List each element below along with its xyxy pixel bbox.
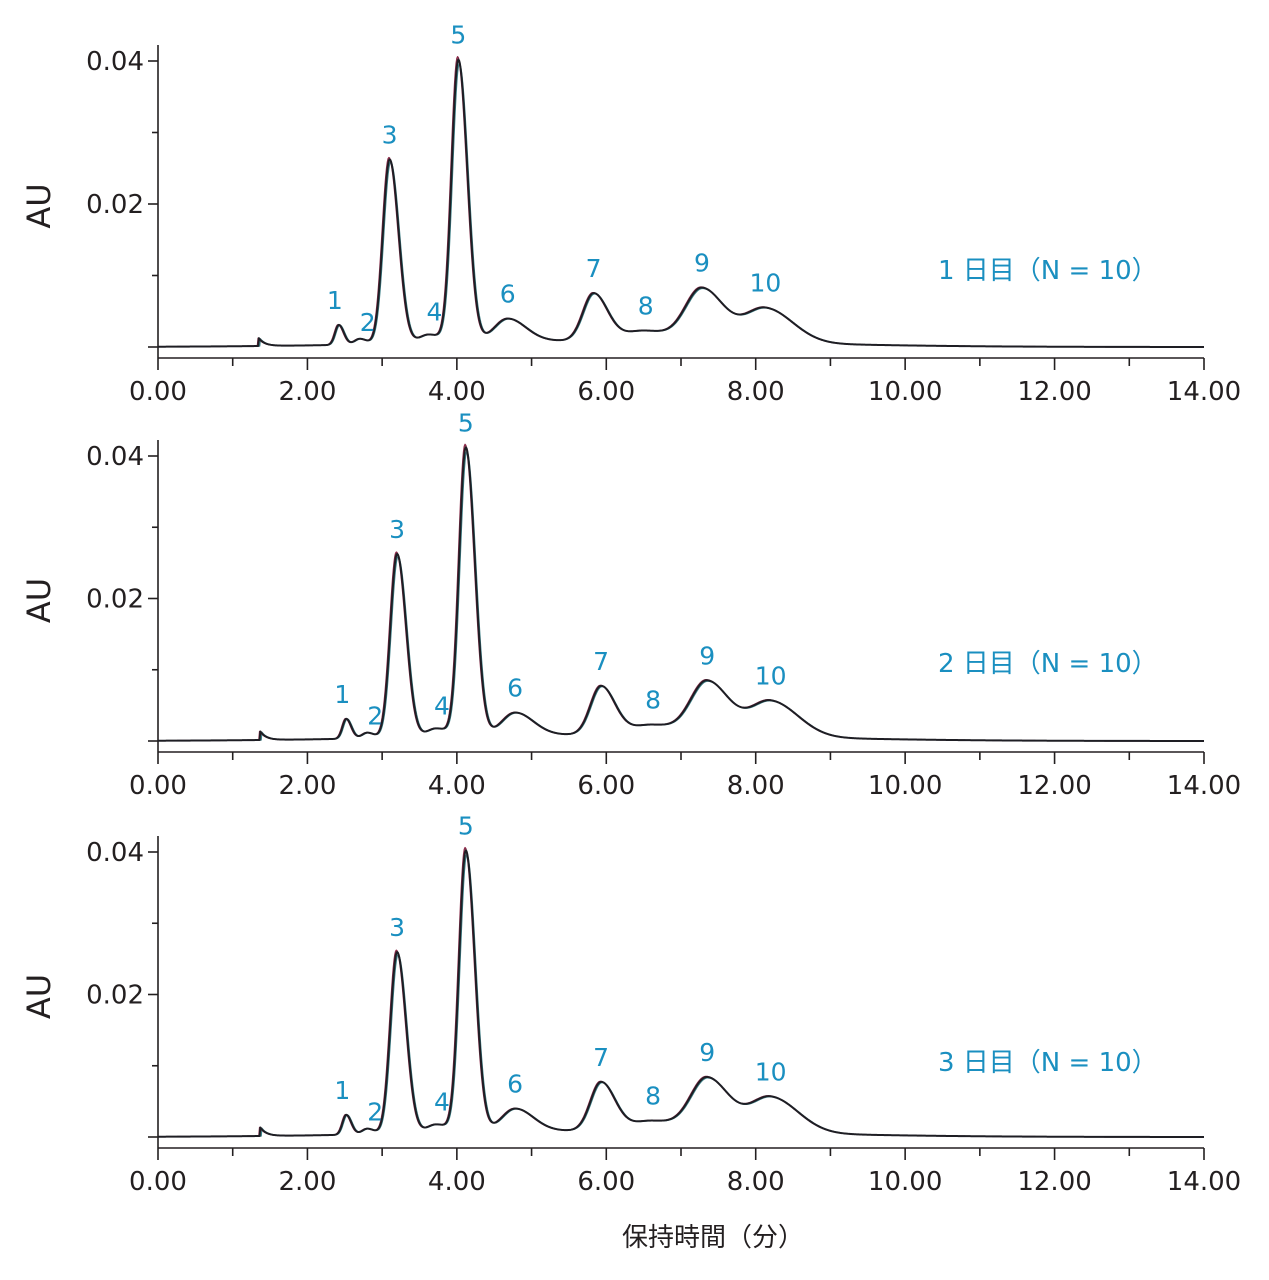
y-tick-label: 0.04 xyxy=(86,47,144,77)
chart-panel-1: 0.00 2.00 4.00 6.00 8.00 10.00 12.00 14.00 0.02 0… xyxy=(20,21,1241,407)
x-tick-label: 2.00 xyxy=(278,1167,336,1197)
chromatogram-panels: 0.00 2.00 4.00 6.00 8.00 10.00 12.00 14.000.020… xyxy=(20,21,1241,1197)
peak-label-5: 5 xyxy=(458,811,474,840)
x-tick-label: 8.00 xyxy=(727,771,785,801)
x-tick-label: 10.00 xyxy=(868,771,942,801)
trace-replicate-b xyxy=(158,853,1205,1138)
x-tick-label: 0.00 xyxy=(129,1167,187,1197)
trace-main xyxy=(157,446,1205,742)
chart-panel-3: 0.00 2.00 4.00 6.00 8.00 10.00 12.00 14.00 0.02 0… xyxy=(20,811,1241,1197)
x-tick-label: 8.00 xyxy=(727,377,785,407)
y-tick-label: 0.04 xyxy=(86,442,144,472)
peak-label-7: 7 xyxy=(593,647,609,676)
peak-label-4: 4 xyxy=(427,297,443,326)
trace-replicate-a xyxy=(157,56,1205,348)
y-tick-label: 0.02 xyxy=(86,585,144,615)
peak-label-3: 3 xyxy=(382,120,398,149)
peak-label-2: 2 xyxy=(367,1098,383,1127)
trace-replicate-a xyxy=(158,443,1205,742)
peak-label-7: 7 xyxy=(593,1043,609,1072)
x-tick-label: 14.00 xyxy=(1167,377,1241,407)
trace-replicate-b xyxy=(158,450,1205,742)
x-tick-label: 4.00 xyxy=(428,1167,486,1197)
x-tick-label: 12.00 xyxy=(1017,1167,1091,1197)
x-tick-label: 10.00 xyxy=(868,377,942,407)
x-tick-label: 0.00 xyxy=(129,771,187,801)
x-tick-label: 14.00 xyxy=(1167,1167,1241,1197)
y-axis-label: AU xyxy=(20,183,58,228)
peak-label-6: 6 xyxy=(507,1070,523,1099)
peak-label-10: 10 xyxy=(755,661,787,690)
peak-label-3: 3 xyxy=(389,515,405,544)
trace-replicate-a xyxy=(158,846,1205,1138)
peak-label-9: 9 xyxy=(694,249,710,278)
y-tick-label: 0.02 xyxy=(86,190,144,220)
x-axis-label: 保持時間（分） xyxy=(622,1223,804,1253)
peak-label-8: 8 xyxy=(645,1082,661,1111)
peak-label-1: 1 xyxy=(334,680,350,709)
x-tick-label: 10.00 xyxy=(868,1167,942,1197)
x-tick-label: 0.00 xyxy=(129,377,187,407)
day-annotation: 3 日目（N = 10） xyxy=(938,1048,1158,1078)
peak-label-6: 6 xyxy=(500,280,516,309)
day-annotation: 1 日目（N = 10） xyxy=(938,256,1158,286)
y-axis-label: AU xyxy=(20,578,58,623)
peak-label-6: 6 xyxy=(507,674,523,703)
peak-label-3: 3 xyxy=(389,913,405,942)
peak-label-5: 5 xyxy=(458,408,474,437)
peak-label-2: 2 xyxy=(360,308,376,337)
peak-label-8: 8 xyxy=(638,292,654,321)
chart-panel-2: 0.00 2.00 4.00 6.00 8.00 10.00 12.00 14.00 0.02 0… xyxy=(20,408,1241,801)
x-tick-label: 2.00 xyxy=(278,377,336,407)
peak-label-9: 9 xyxy=(699,641,715,670)
x-tick-label: 12.00 xyxy=(1017,377,1091,407)
x-tick-label: 4.00 xyxy=(428,771,486,801)
trace-replicate-b xyxy=(157,63,1205,348)
x-tick-label: 12.00 xyxy=(1017,771,1091,801)
trace-main xyxy=(157,849,1205,1138)
y-tick-label: 0.04 xyxy=(86,838,144,868)
peak-label-1: 1 xyxy=(327,286,343,315)
peak-label-4: 4 xyxy=(434,691,450,720)
x-tick-label: 2.00 xyxy=(278,771,336,801)
x-tick-label: 6.00 xyxy=(577,771,635,801)
peak-label-4: 4 xyxy=(434,1087,450,1116)
y-axis-label: AU xyxy=(20,974,58,1019)
day-annotation: 2 日目（N = 10） xyxy=(938,649,1158,679)
peak-label-2: 2 xyxy=(367,702,383,731)
peak-label-1: 1 xyxy=(334,1076,350,1105)
x-tick-label: 6.00 xyxy=(577,1167,635,1197)
peak-label-8: 8 xyxy=(645,686,661,715)
peak-label-10: 10 xyxy=(750,268,782,297)
x-tick-label: 14.00 xyxy=(1167,771,1241,801)
peak-label-5: 5 xyxy=(450,21,466,50)
x-tick-label: 6.00 xyxy=(577,377,635,407)
x-tick-label: 8.00 xyxy=(727,1167,785,1197)
peak-label-10: 10 xyxy=(755,1057,787,1086)
peak-label-7: 7 xyxy=(586,254,602,283)
y-tick-label: 0.02 xyxy=(86,981,144,1011)
peak-label-9: 9 xyxy=(699,1038,715,1067)
trace-main xyxy=(157,58,1205,348)
x-tick-label: 4.00 xyxy=(428,377,486,407)
